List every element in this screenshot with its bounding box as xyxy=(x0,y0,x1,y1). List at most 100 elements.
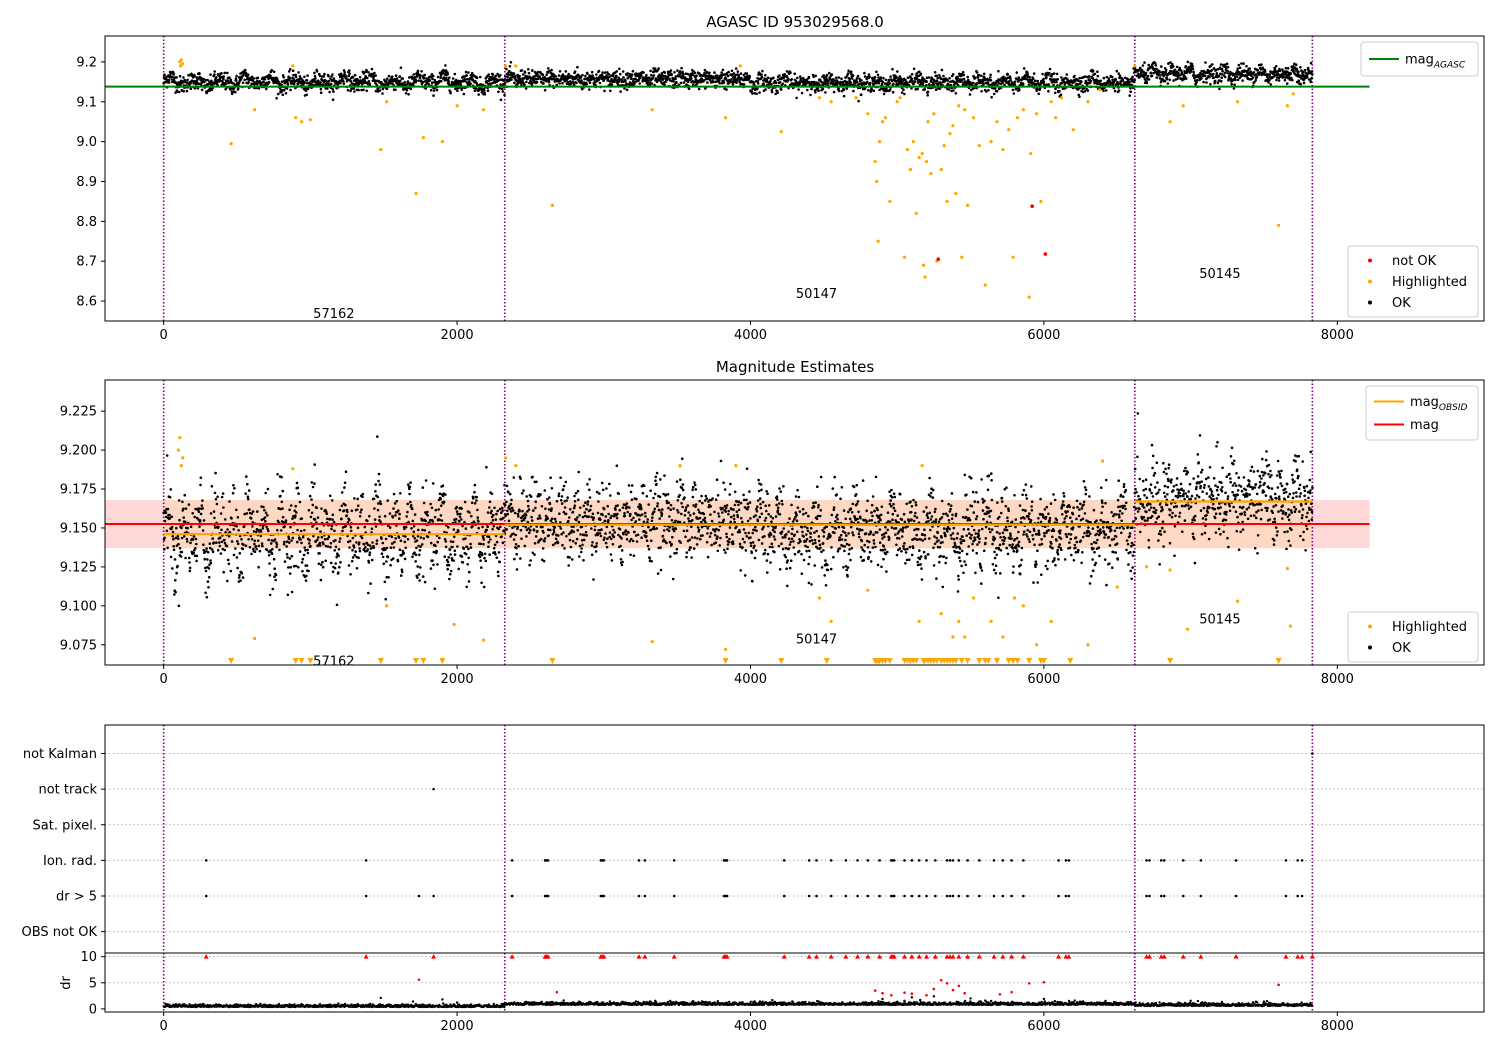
ok-point xyxy=(170,525,174,529)
ok-point xyxy=(902,88,905,91)
highlighted-point xyxy=(875,179,879,184)
ok-point xyxy=(204,591,207,595)
ok-point xyxy=(391,516,395,519)
ok-point xyxy=(480,581,483,585)
ok-point xyxy=(329,561,333,565)
highlighted-point xyxy=(1059,96,1064,100)
ok-point xyxy=(418,76,422,80)
ok-point xyxy=(392,546,396,549)
ok-point xyxy=(1195,78,1199,82)
ok-point xyxy=(736,70,740,73)
ok-point xyxy=(321,560,324,564)
ok-point xyxy=(452,528,456,531)
ok-point xyxy=(433,515,437,519)
ok-point xyxy=(420,543,424,546)
ok-point xyxy=(431,74,435,78)
ok-point xyxy=(400,568,404,571)
ok-point xyxy=(224,518,227,521)
ok-point xyxy=(270,552,274,556)
ok-point xyxy=(469,542,472,546)
ok-point xyxy=(923,88,927,91)
highlighted-point xyxy=(503,64,508,68)
ok-point xyxy=(514,543,518,546)
ok-point xyxy=(574,542,578,545)
ok-point xyxy=(234,547,237,550)
ok-point xyxy=(573,70,577,73)
ok-point xyxy=(255,510,259,513)
ok-point xyxy=(246,75,249,79)
ok-point xyxy=(690,77,693,80)
ok-point xyxy=(588,81,592,84)
ok-point xyxy=(598,81,602,85)
ok-point xyxy=(496,79,500,83)
ok-point xyxy=(1047,89,1050,93)
ok-point xyxy=(842,94,846,98)
ok-point xyxy=(566,496,569,499)
ok-point xyxy=(283,540,286,544)
ok-point xyxy=(539,493,542,496)
highlighted-point xyxy=(876,239,880,243)
ok-point xyxy=(265,548,269,552)
ok-point xyxy=(430,81,434,84)
ok-point xyxy=(778,81,782,84)
ok-point xyxy=(520,537,523,540)
ok-point xyxy=(935,79,939,82)
ok-point xyxy=(315,506,319,510)
ok-point xyxy=(555,83,558,87)
ok-point xyxy=(378,515,381,518)
ok-point xyxy=(1006,73,1009,76)
ok-point xyxy=(383,580,387,584)
ok-point xyxy=(507,490,510,494)
ok-point xyxy=(464,527,468,530)
ok-point xyxy=(889,75,892,78)
ok-point xyxy=(529,559,532,562)
highlighted-point xyxy=(1277,223,1281,227)
ok-point xyxy=(173,558,177,561)
highlighted-point xyxy=(1235,100,1240,104)
ok-point xyxy=(718,82,721,85)
ok-point xyxy=(223,538,226,542)
ok-point xyxy=(166,546,169,550)
ok-point xyxy=(509,71,513,75)
ok-point xyxy=(766,76,770,80)
ok-point xyxy=(590,70,594,74)
ok-point xyxy=(171,80,174,84)
ok-point xyxy=(226,528,229,531)
ok-point xyxy=(169,555,173,559)
ok-point xyxy=(213,73,216,76)
ok-point xyxy=(218,544,222,548)
ok-point xyxy=(992,92,996,96)
ok-point xyxy=(264,519,267,523)
ok-point xyxy=(373,79,377,83)
ok-point xyxy=(720,71,723,74)
ok-point xyxy=(198,72,201,75)
ok-point xyxy=(329,82,333,86)
ok-point xyxy=(1234,78,1237,82)
ok-point xyxy=(202,77,205,81)
ok-point xyxy=(494,553,497,556)
ok-point xyxy=(505,67,508,71)
ok-point xyxy=(525,535,528,538)
ok-point xyxy=(503,483,506,487)
ok-point xyxy=(413,551,416,554)
ok-point xyxy=(428,79,432,82)
ok-point xyxy=(348,539,352,543)
highlighted-point xyxy=(299,120,304,124)
ok-point xyxy=(1177,71,1180,75)
ok-point xyxy=(444,64,447,67)
ok-point xyxy=(376,435,379,438)
ok-point xyxy=(597,69,601,73)
ok-point xyxy=(840,77,843,80)
ok-point xyxy=(193,75,196,78)
ok-point xyxy=(449,540,453,543)
ok-point xyxy=(602,79,606,82)
ok-point xyxy=(418,549,422,552)
ok-point xyxy=(261,544,264,548)
ok-point xyxy=(200,81,204,85)
ok-point xyxy=(393,502,397,505)
ok-point xyxy=(477,520,480,523)
ok-point xyxy=(177,542,180,546)
ok-point xyxy=(340,491,344,494)
ok-point xyxy=(406,538,410,541)
ok-point xyxy=(630,73,634,77)
